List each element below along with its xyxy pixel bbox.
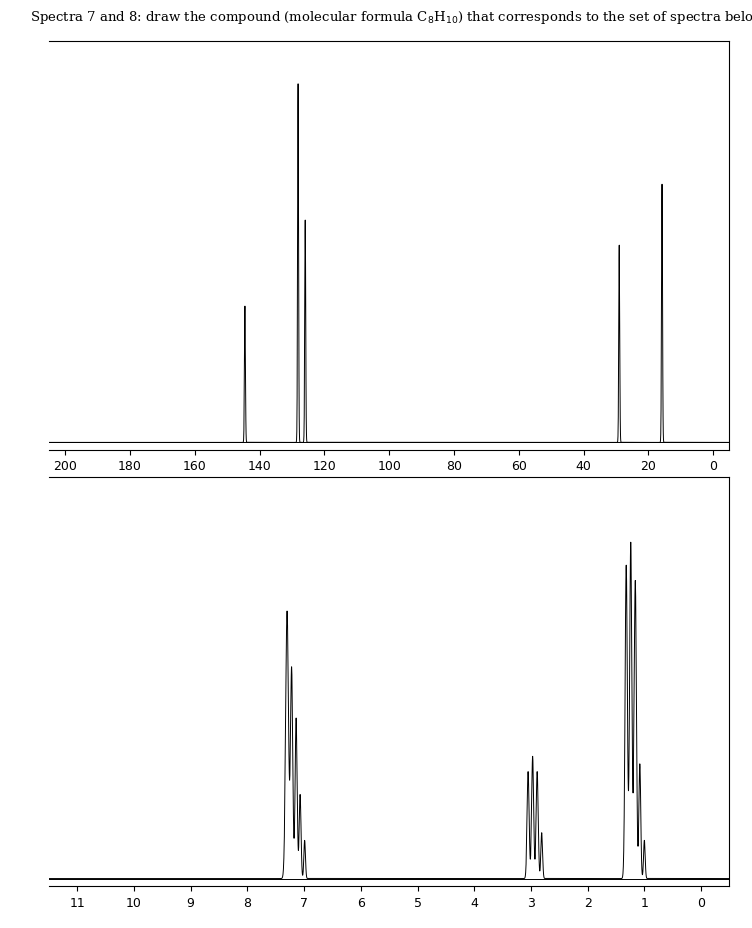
Text: Spectra 7 and 8: draw the compound (molecular formula C$_8$H$_{10}$) that corres: Spectra 7 and 8: draw the compound (mole… bbox=[30, 9, 752, 26]
